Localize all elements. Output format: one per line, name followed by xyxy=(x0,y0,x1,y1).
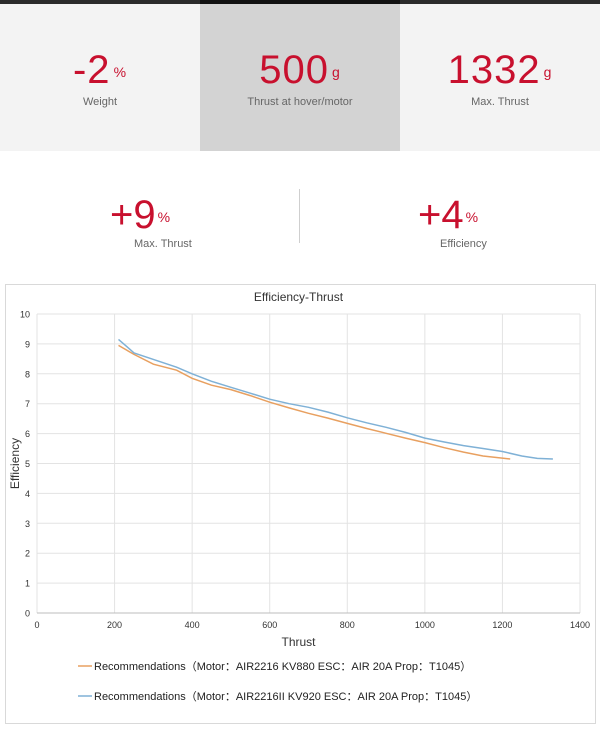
x-tick-label: 200 xyxy=(107,620,122,630)
y-axis-label: Efficiency xyxy=(8,438,22,489)
stat-weight: -2% Weight xyxy=(0,4,200,151)
y-tick-label: 0 xyxy=(25,609,30,619)
y-tick-label: 2 xyxy=(25,549,30,559)
stat-hover-thrust-label: Thrust at hover/motor xyxy=(247,96,353,108)
y-tick-label: 5 xyxy=(25,459,30,469)
comparison-row: +9% Max. Thrust +4% Efficiency xyxy=(0,151,600,281)
comparison-max-thrust: +9% Max. Thrust xyxy=(0,151,300,281)
x-axis-label: Thrust xyxy=(281,635,316,649)
comparison-divider xyxy=(299,189,300,243)
stat-max-thrust-value: 1332 g xyxy=(447,48,553,92)
comparison-efficiency: +4% Efficiency xyxy=(300,151,600,281)
stat-weight-value: -2% xyxy=(72,48,128,92)
series-line-1 xyxy=(118,344,511,460)
stat-max-thrust-label: Max. Thrust xyxy=(471,96,529,108)
y-tick-label: 8 xyxy=(25,369,30,379)
x-tick-label: 400 xyxy=(185,620,200,630)
chart-title: Efficiency-Thrust xyxy=(254,290,344,304)
x-tick-label: 1000 xyxy=(415,620,435,630)
stat-max-thrust: 1332 g Max. Thrust xyxy=(400,4,600,151)
comparison-max-thrust-label: Max. Thrust xyxy=(134,238,192,250)
legend-label-1: Recommendations（Motor：AIR2216 KV880 ESC：… xyxy=(94,660,471,673)
y-tick-label: 7 xyxy=(25,399,30,409)
stat-hover-thrust-value: 500 g xyxy=(259,48,341,92)
y-tick-label: 9 xyxy=(25,339,30,349)
legend-label-2: Recommendations（Motor：AIR2216II KV920 ES… xyxy=(94,690,477,703)
y-tick-label: 4 xyxy=(25,489,30,499)
comparison-max-thrust-value: +9% xyxy=(110,193,171,237)
comparison-efficiency-value: +4% xyxy=(418,193,479,237)
comparison-efficiency-label: Efficiency xyxy=(440,238,487,250)
stat-hover-thrust: 500 g Thrust at hover/motor xyxy=(200,4,400,151)
x-tick-label: 0 xyxy=(34,620,39,630)
y-tick-label: 3 xyxy=(25,519,30,529)
x-tick-label: 1200 xyxy=(492,620,512,630)
y-tick-label: 6 xyxy=(25,429,30,439)
stats-row: -2% Weight 500 g Thrust at hover/motor 13… xyxy=(0,4,600,151)
chart-svg: 0 1 2 3 4 5 6 7 8 9 10 0 200 400 600 800 1000 1200 1400 Eff… xyxy=(8,290,590,703)
series-line-2 xyxy=(118,338,553,460)
x-tick-label: 1400 xyxy=(570,620,590,630)
efficiency-thrust-chart: 0 1 2 3 4 5 6 7 8 9 10 0 200 400 600 800 1000 1200 1400 Eff… xyxy=(5,284,596,724)
y-tick-label: 10 xyxy=(20,310,30,320)
y-tick-label: 1 xyxy=(25,579,30,589)
x-tick-label: 600 xyxy=(262,620,277,630)
stat-weight-label: Weight xyxy=(82,96,118,108)
top-image-strip xyxy=(0,0,600,4)
x-tick-label: 800 xyxy=(340,620,355,630)
